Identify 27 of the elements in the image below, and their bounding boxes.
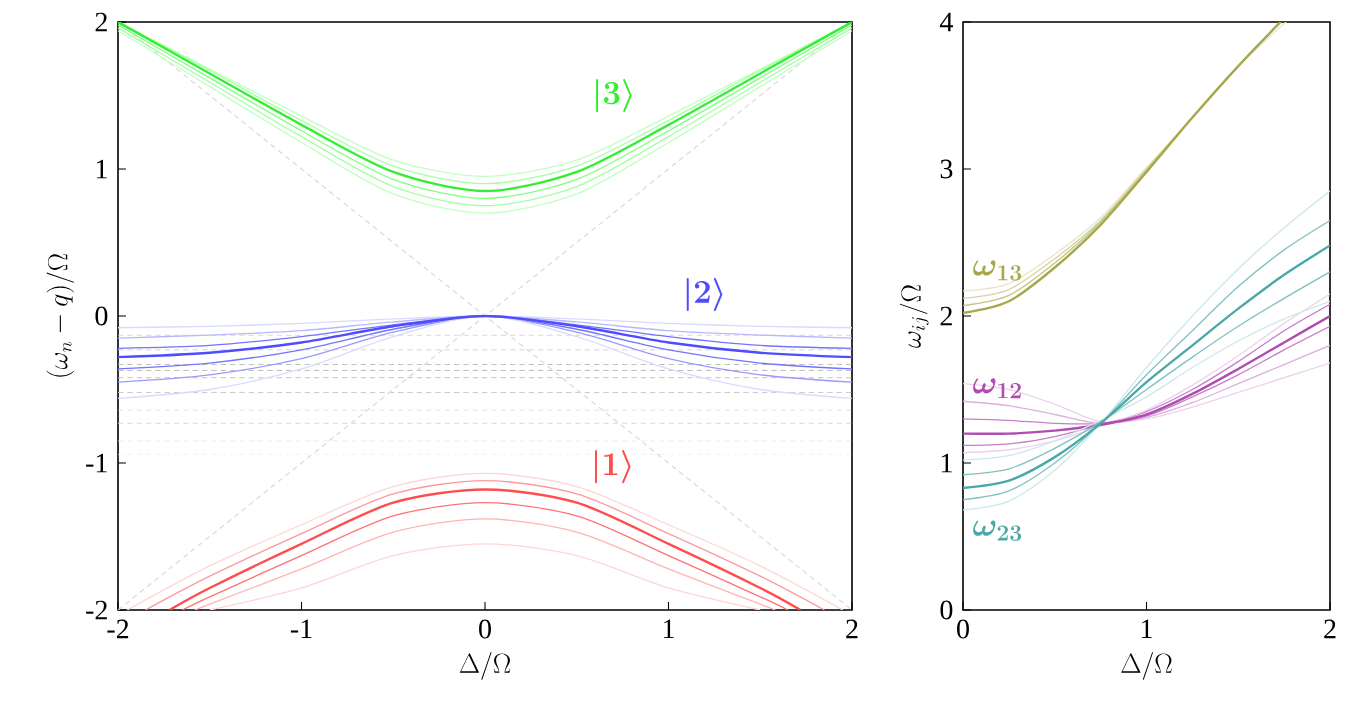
text: $|3\rangle$ <box>596 79 632 113</box>
y-tick-label: -2 <box>86 600 107 620</box>
y-axis-title: $\omega_{ij}/\Omega$ <box>899 285 929 348</box>
y-tick-label: 1 <box>941 453 952 473</box>
y-tick-label: 4 <box>939 12 953 32</box>
x-tick-label: 0 <box>957 619 969 639</box>
series-label: $|1\rangle$ <box>594 450 631 484</box>
y-tick-label: 2 <box>95 12 107 32</box>
y-tick-label: 0 <box>940 600 953 620</box>
y-tick-label: -1 <box>86 453 107 473</box>
y-tick-label: 2 <box>940 306 952 326</box>
x-tick-label: -1 <box>290 619 312 639</box>
y-tick-label: 0 <box>95 306 108 326</box>
x-axis-title: $\Delta/\Omega$ <box>459 652 511 680</box>
text: $|2\rangle$ <box>686 277 723 312</box>
x-tick-label: 1 <box>663 619 674 639</box>
series-label: $\omega_{13}$ <box>973 260 1022 281</box>
y-tick-label: 3 <box>940 159 953 179</box>
x-axis-title: $\Delta/\Omega$ <box>1121 652 1172 680</box>
x-tick-label: 0 <box>479 619 491 639</box>
y-axis-title: $(\omega_n-q)/\Omega$ <box>46 253 75 377</box>
x-tick-label: 2 <box>1324 619 1336 639</box>
text: $\omega_{23}$ <box>973 520 1022 541</box>
x-tick-label: 2 <box>846 619 858 639</box>
x-tick-label: 1 <box>1141 619 1152 639</box>
text: $\omega_{12}$ <box>973 378 1021 399</box>
y-tick-label: 1 <box>96 159 107 179</box>
